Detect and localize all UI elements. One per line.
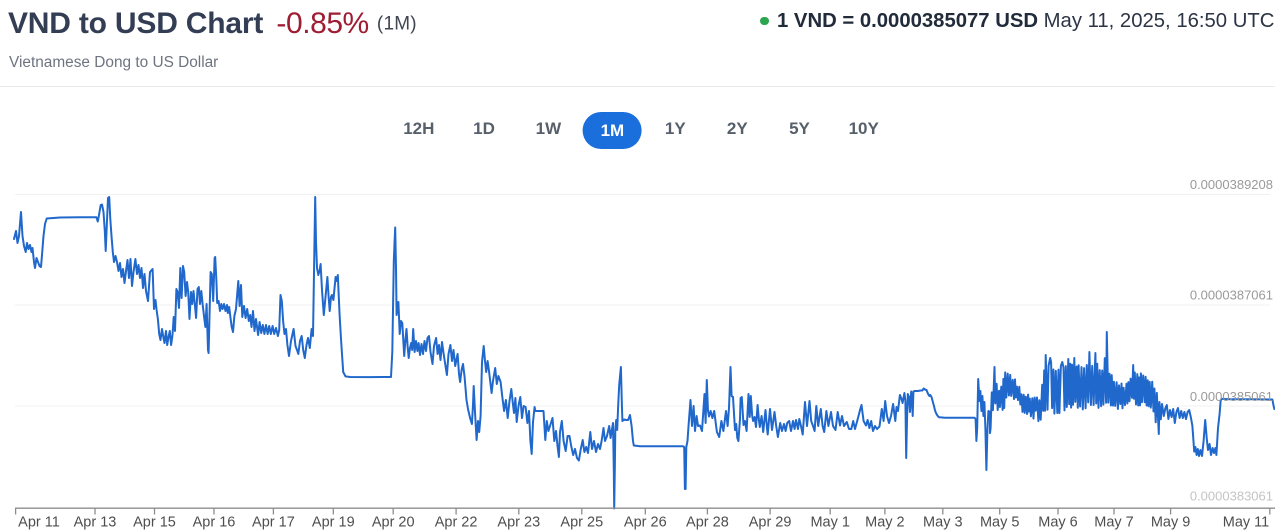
svg-text:Apr 25: Apr 25 [560, 515, 603, 531]
svg-text:May 6: May 6 [1038, 515, 1078, 531]
svg-text:Apr 15: Apr 15 [133, 515, 176, 531]
svg-text:Apr 26: Apr 26 [624, 515, 667, 531]
svg-text:May 11: May 11 [1223, 515, 1269, 531]
svg-text:0.0000389208: 0.0000389208 [1190, 177, 1273, 192]
svg-text:Apr 20: Apr 20 [372, 515, 415, 531]
svg-text:May 3: May 3 [923, 515, 963, 531]
svg-text:Apr 16: Apr 16 [193, 515, 236, 531]
svg-text:Apr 11: Apr 11 [18, 515, 60, 531]
svg-text:0.0000385061: 0.0000385061 [1190, 389, 1273, 404]
svg-text:0.0000387061: 0.0000387061 [1190, 288, 1273, 303]
svg-text:May 1: May 1 [810, 515, 850, 531]
svg-text:Apr 19: Apr 19 [312, 515, 355, 531]
svg-text:Apr 29: Apr 29 [749, 515, 792, 531]
svg-text:Apr 22: Apr 22 [435, 515, 478, 531]
svg-text:May 7: May 7 [1094, 515, 1134, 531]
svg-text:May 9: May 9 [1151, 515, 1191, 531]
svg-text:May 5: May 5 [980, 515, 1020, 531]
svg-text:Apr 28: Apr 28 [686, 515, 729, 531]
svg-text:May 2: May 2 [865, 515, 905, 531]
svg-text:0.0000383061: 0.0000383061 [1190, 489, 1273, 504]
svg-text:Apr 17: Apr 17 [252, 515, 295, 531]
svg-text:Apr 23: Apr 23 [497, 515, 540, 531]
svg-text:Apr 13: Apr 13 [74, 515, 117, 531]
